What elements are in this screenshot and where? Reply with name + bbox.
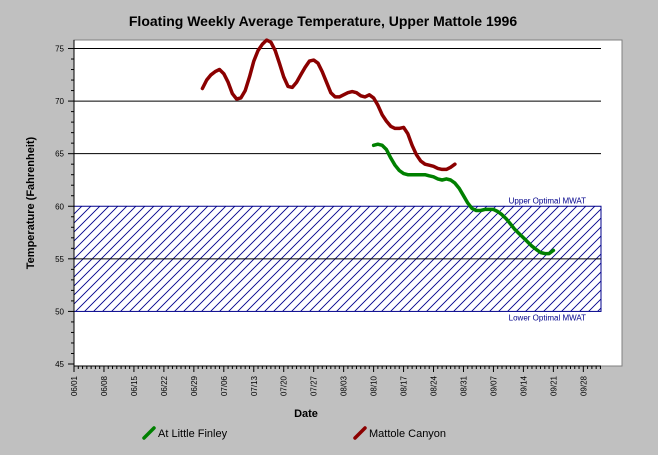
x-tick-label: 09/07 xyxy=(489,375,498,396)
x-tick-label: 06/22 xyxy=(160,375,169,396)
y-tick-label: 45 xyxy=(55,360,64,369)
y-tick-labels: 45 50 55 60 65 70 75 xyxy=(55,45,74,369)
chart-title: Floating Weekly Average Temperature, Upp… xyxy=(129,13,517,29)
x-tick-label: 08/24 xyxy=(430,375,439,396)
x-tick-label: 06/08 xyxy=(100,375,109,396)
x-tick-label: 07/20 xyxy=(280,375,289,396)
legend-label: Mattole Canyon xyxy=(369,428,446,440)
y-tick-label: 55 xyxy=(55,255,64,264)
series-line xyxy=(371,142,556,256)
y-tick-label: 75 xyxy=(55,45,64,54)
y-tick-label: 65 xyxy=(55,150,64,159)
legend: At Little Finley Mattole Canyon xyxy=(142,426,446,440)
y-axis-label: Temperature (Fahrenheit) xyxy=(25,136,37,269)
series-line xyxy=(200,38,457,172)
x-tick-label: 09/14 xyxy=(519,375,528,396)
series-lines xyxy=(200,38,556,256)
x-tick-label: 07/27 xyxy=(310,375,319,396)
x-tick-label: 06/29 xyxy=(190,375,199,396)
x-tick-label: 06/01 xyxy=(70,375,79,396)
y-gridlines xyxy=(74,48,601,260)
x-tick-label: 08/17 xyxy=(400,375,409,396)
y-tick-label: 70 xyxy=(55,97,64,106)
x-tick-label: 08/31 xyxy=(459,375,468,396)
legend-label: At Little Finley xyxy=(158,428,228,440)
x-tick-label: 06/15 xyxy=(130,375,139,396)
x-tick-label: 08/10 xyxy=(370,375,379,396)
x-axis-label: Date xyxy=(294,408,318,420)
lower-optimal-label: Lower Optimal MWAT xyxy=(509,313,586,322)
x-tick-label: 09/21 xyxy=(549,375,558,396)
x-tick-label: 07/06 xyxy=(220,375,229,396)
x-tick-labels: 06/01 06/08 06/15 06/22 06/29 07/06 07/13 07/20… xyxy=(70,366,601,396)
legend-swatch xyxy=(142,426,156,440)
x-tick-label: 09/28 xyxy=(579,375,588,396)
y-tick-label: 60 xyxy=(55,202,64,211)
legend-swatch xyxy=(353,426,367,440)
upper-optimal-label: Upper Optimal MWAT xyxy=(509,196,586,205)
x-tick-label: 08/03 xyxy=(340,375,349,396)
x-tick-label: 07/13 xyxy=(250,375,259,396)
y-tick-label: 50 xyxy=(55,307,64,316)
